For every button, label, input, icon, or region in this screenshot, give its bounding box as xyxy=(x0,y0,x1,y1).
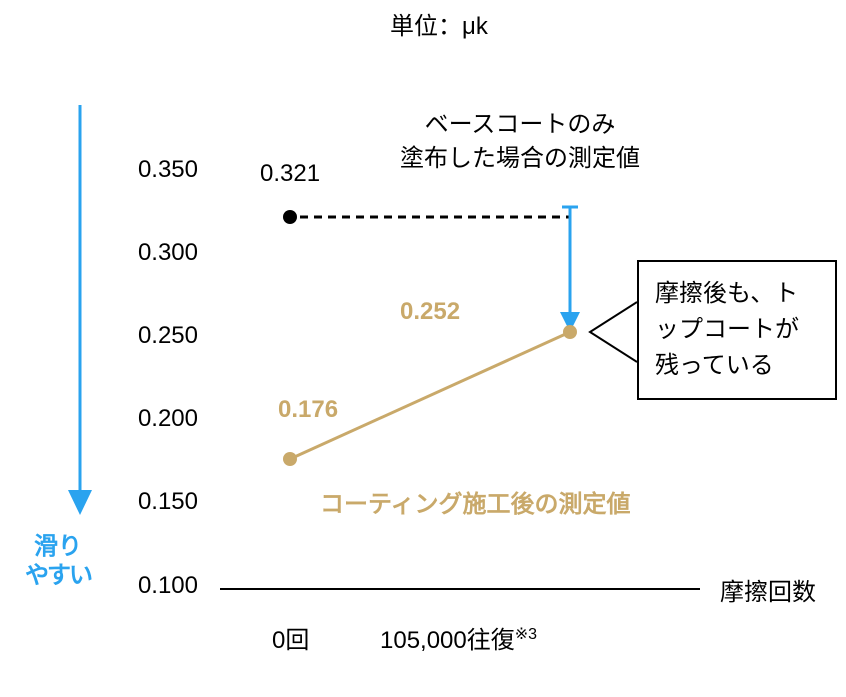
coated-point-end xyxy=(563,325,577,339)
coated-point-start xyxy=(283,452,297,466)
basecoat-point xyxy=(283,210,297,224)
basecoat-value-label: 0.321 xyxy=(260,160,320,188)
callout-box: 摩擦後も、トップコートが残っている xyxy=(637,260,837,400)
callout-connector xyxy=(590,302,637,362)
coated-series-label: コーティング施工後の測定値 xyxy=(320,484,631,519)
coated-value-start: 0.176 xyxy=(278,396,338,424)
chart-container: 単位：μk 0.350 0.300 0.250 0.200 0.150 0.10… xyxy=(0,0,846,697)
coated-value-end: 0.252 xyxy=(400,298,460,326)
